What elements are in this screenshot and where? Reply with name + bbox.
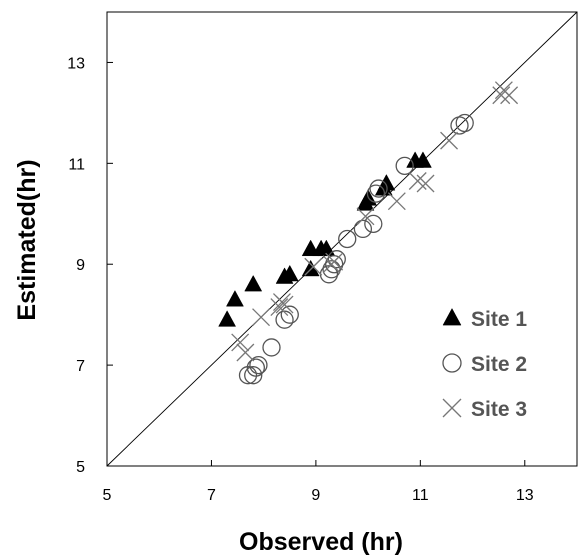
data-point-stroke	[492, 86, 511, 105]
data-point	[325, 255, 344, 274]
data-point	[249, 355, 268, 375]
x-tick-label: 9	[311, 487, 320, 504]
data-point	[364, 214, 383, 234]
legend-marker	[442, 353, 462, 373]
data-point-stroke	[387, 192, 406, 211]
x-tick-label: 7	[207, 487, 216, 504]
data-point-stroke	[408, 172, 427, 190]
data-point	[387, 192, 406, 211]
data-point-stroke	[356, 207, 375, 226]
data-point	[338, 229, 357, 249]
legend-label: Site 2	[471, 353, 527, 376]
data-point	[218, 310, 237, 327]
y-tick-label: 5	[76, 459, 85, 476]
data-point-stroke	[275, 295, 294, 314]
data-point	[414, 151, 432, 168]
data-point	[366, 184, 386, 203]
x-axis-ticks: 5 7 9 11 13	[103, 460, 534, 504]
data-point	[236, 343, 255, 362]
data-point	[304, 257, 323, 276]
legend-marker-stroke	[442, 398, 462, 418]
data-point	[280, 264, 299, 282]
reference-line-layer	[106, 11, 578, 467]
data-point-stroke	[440, 131, 459, 150]
data-point	[262, 338, 281, 357]
data-point	[280, 305, 299, 324]
data-point	[325, 252, 344, 271]
y-axis-label: Estimated(hr)	[13, 159, 41, 320]
data-point	[395, 156, 414, 176]
x-tick-label: 5	[103, 487, 112, 504]
data-point	[455, 113, 474, 133]
data-point	[270, 298, 289, 317]
data-point-stroke	[416, 174, 435, 193]
data-point	[492, 86, 511, 105]
data-point	[244, 274, 263, 292]
legend-label: Site 1	[471, 308, 527, 331]
data-point	[500, 86, 519, 105]
data-point-stroke	[304, 257, 323, 276]
data-point	[246, 358, 265, 377]
data-point	[440, 131, 459, 150]
data-point-stroke	[270, 298, 289, 317]
data-point	[356, 207, 375, 226]
data-point	[231, 333, 250, 352]
data-point-stroke	[236, 343, 255, 362]
x-tick-label: 11	[412, 487, 429, 504]
data-point	[244, 366, 263, 385]
x-tick-label: 13	[516, 487, 534, 504]
series-3	[231, 81, 519, 362]
y-tick-label: 7	[76, 358, 85, 375]
series-2	[238, 113, 474, 385]
x-axis-label: Observed (hr)	[239, 528, 403, 556]
data-point	[226, 290, 244, 307]
data-point	[322, 260, 341, 279]
data-point-stroke	[231, 333, 250, 352]
data-point	[416, 174, 435, 193]
data-point	[275, 295, 294, 314]
legend: Site 1 Site 2 Site 3	[442, 308, 527, 421]
one-to-one-line	[106, 11, 578, 467]
legend-label: Site 3	[471, 398, 527, 421]
data-point	[369, 179, 388, 198]
data-point	[353, 219, 373, 239]
data-point	[327, 250, 346, 269]
y-axis-ticks: 5 7 9 11 13	[67, 55, 113, 476]
legend-marker	[442, 398, 462, 418]
data-point-stroke	[325, 252, 344, 271]
data-point-stroke	[500, 86, 519, 105]
data-point	[275, 310, 294, 329]
y-tick-label: 11	[68, 156, 85, 173]
y-tick-label: 13	[67, 55, 85, 72]
legend-marker	[442, 308, 462, 326]
data-point	[408, 172, 427, 190]
data-point	[317, 239, 336, 257]
data-point-stroke	[252, 308, 271, 327]
data-point	[252, 308, 271, 327]
data-points	[218, 81, 519, 385]
y-tick-label: 9	[76, 257, 85, 274]
